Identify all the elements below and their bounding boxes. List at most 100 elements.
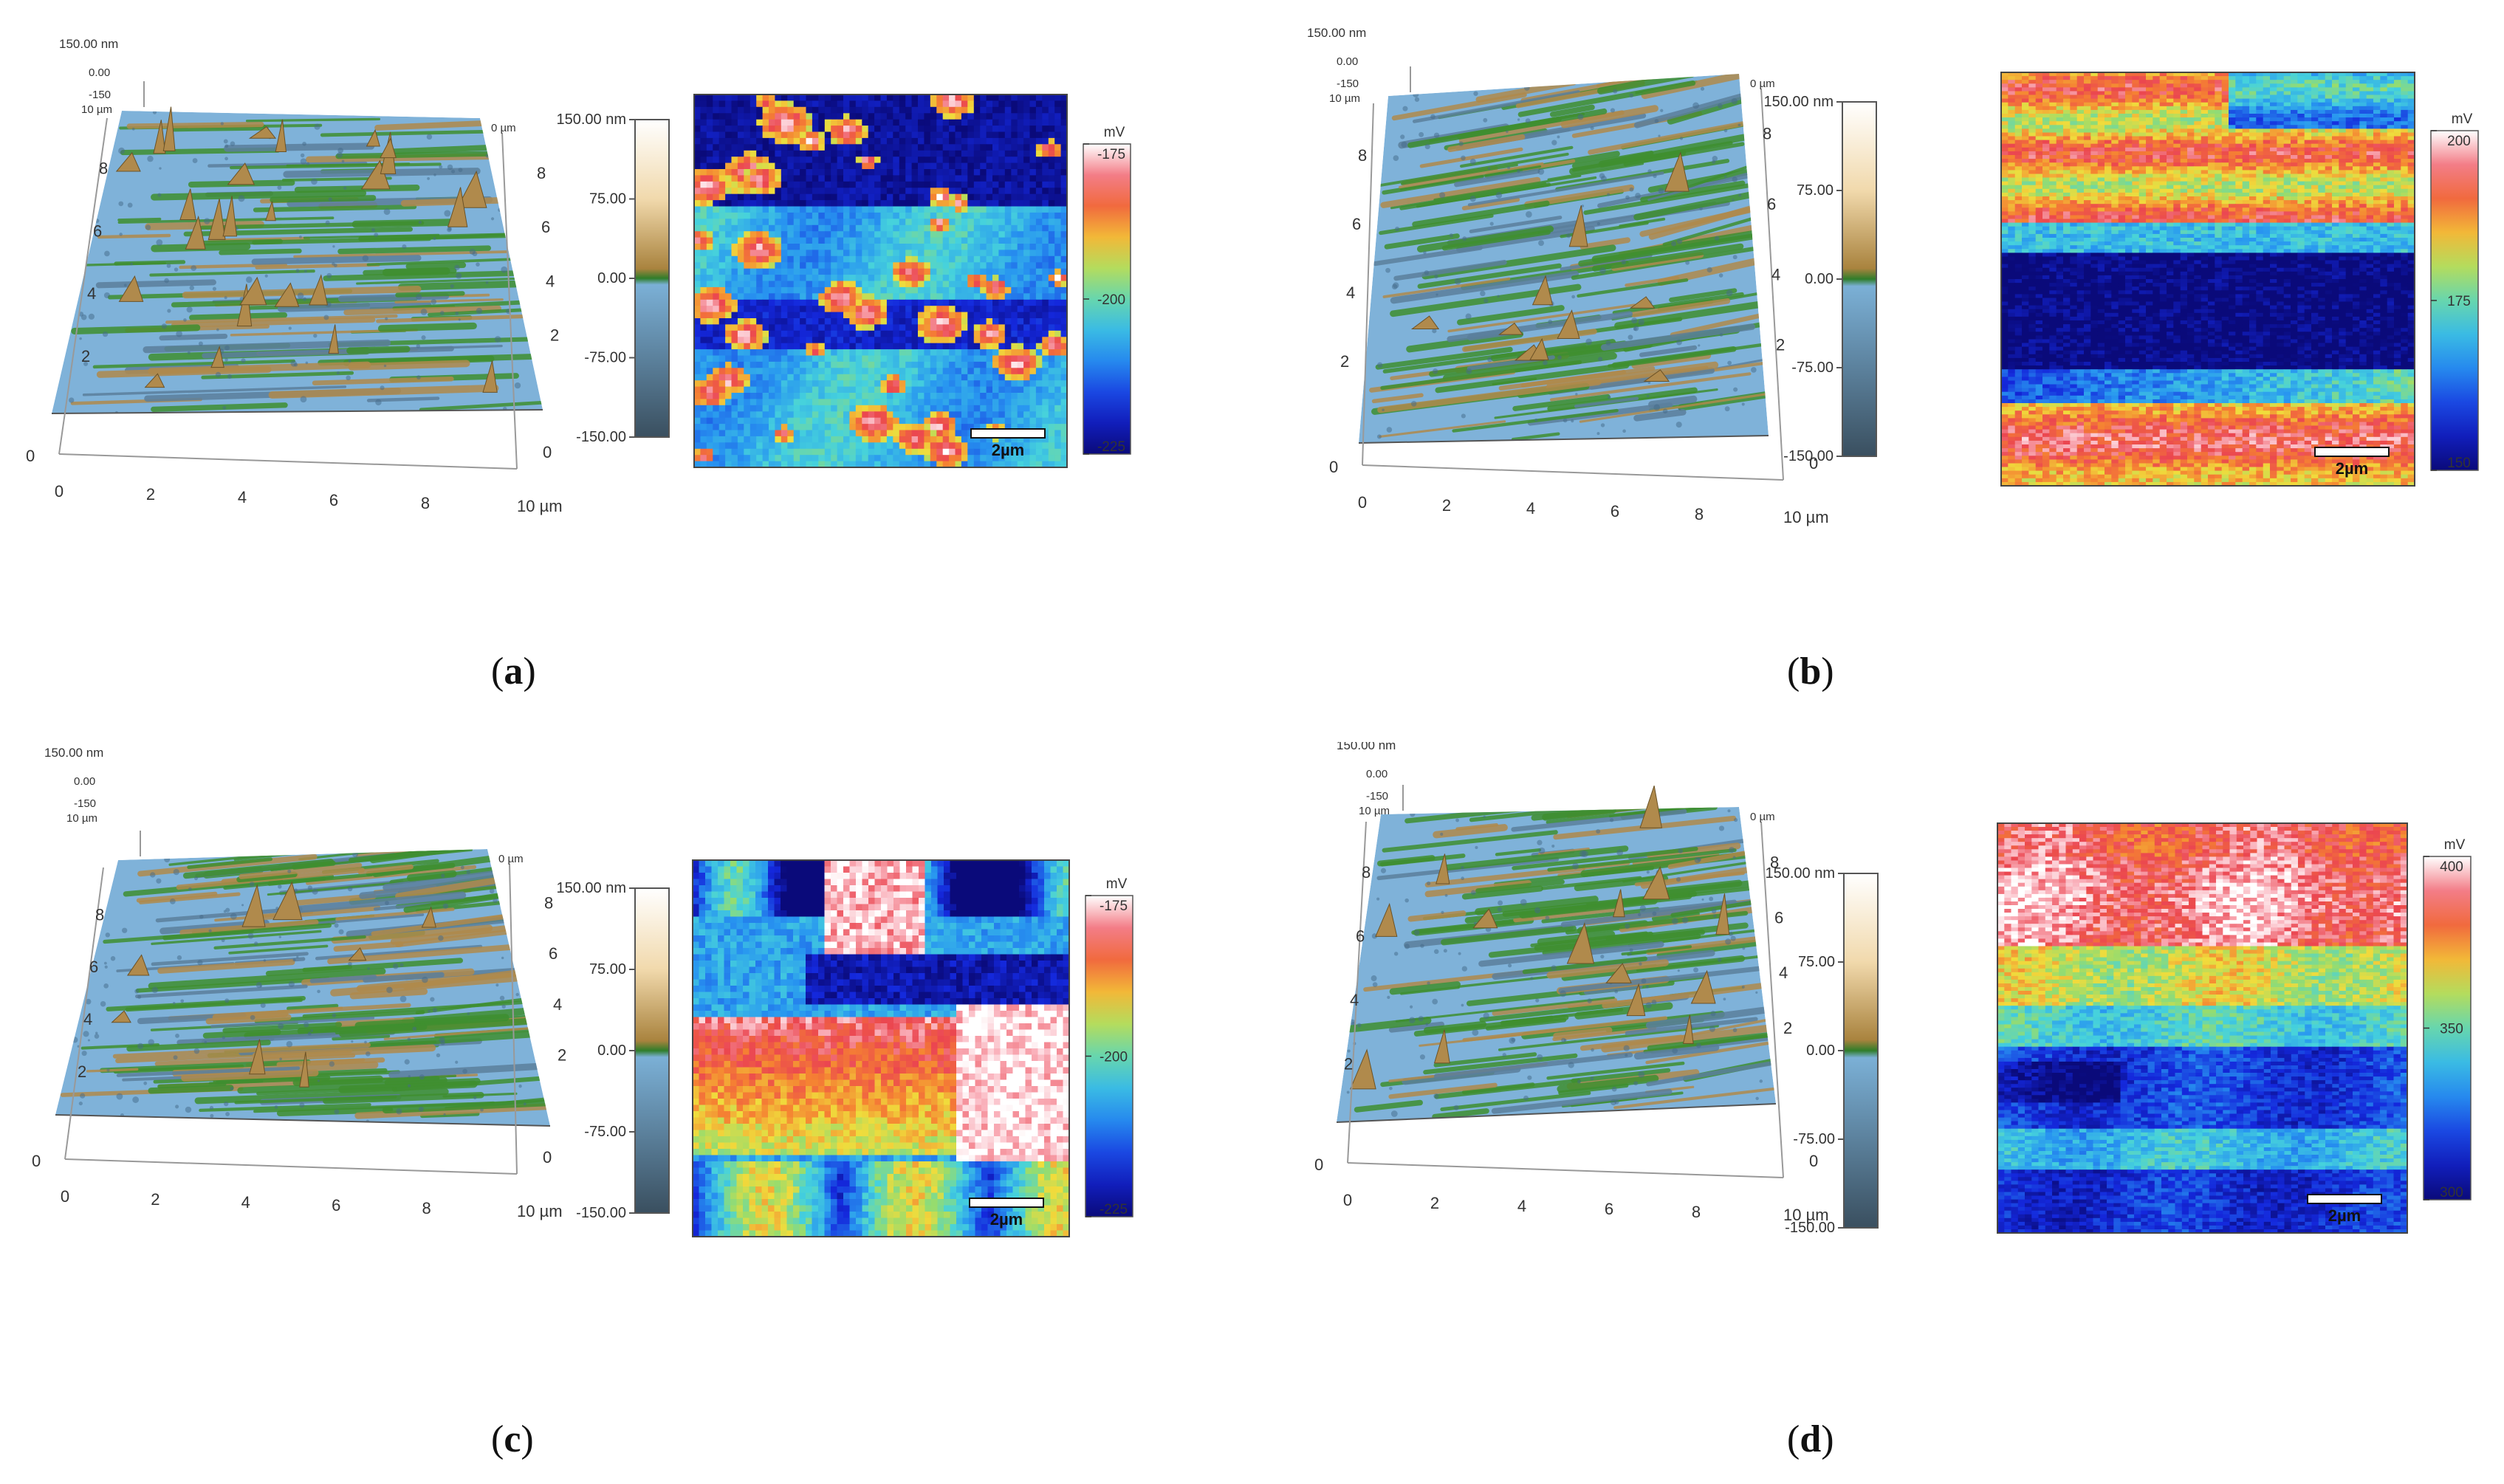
z-axis-neg-label: -150 bbox=[1366, 790, 1388, 803]
right-axis-max-label: 0 µm bbox=[498, 853, 524, 865]
height-colorbar-tick: -75.00 bbox=[1793, 1131, 1835, 1147]
potential-colorbar: mV -175 -200 -225 bbox=[1083, 125, 1131, 455]
surface-potential-map: 2µm bbox=[1997, 822, 2408, 1234]
height-colorbar-tick: 0.00 bbox=[597, 1042, 626, 1059]
x-tick-label: 8 bbox=[1695, 505, 1704, 523]
x-tick-label: 10 µm bbox=[1783, 1206, 1829, 1224]
surface-potential-map: 2µm bbox=[2000, 72, 2415, 487]
z-axis-neg-label: -150 bbox=[1337, 78, 1359, 90]
right-tick-label: 4 bbox=[1771, 265, 1780, 284]
corner-zero-left: 0 bbox=[1329, 458, 1338, 476]
scale-bar-label: 2µm bbox=[2336, 459, 2368, 478]
right-tick-label: 4 bbox=[553, 995, 562, 1014]
height-colorbar-tick: 150.00 nm bbox=[556, 111, 626, 128]
figure-panel-b: 150.00 nm 0.00 -150 10 µm 0 µm 2 4 6 8 2 4 6 8 0 2 4 6 8 1… bbox=[1252, 0, 2503, 742]
potential-unit-label: mV bbox=[2452, 111, 2473, 127]
x-tick-label: 4 bbox=[238, 488, 247, 506]
scale-bar-label: 2µm bbox=[2328, 1206, 2361, 1225]
y-tick-label: 6 bbox=[1352, 215, 1361, 233]
y-tick-label: 8 bbox=[99, 159, 108, 177]
y-tick-label: 2 bbox=[78, 1062, 86, 1081]
x-tick-label: 6 bbox=[332, 1196, 340, 1215]
height-colorbar-tick: 150.00 nm bbox=[556, 880, 626, 896]
corner-zero-left: 0 bbox=[26, 447, 35, 465]
figure-panel-c: 150.00 nm 0.00 -150 10 µm 0 µm 2 4 6 8 2 4 6 8 0 2 4 6 8 1… bbox=[0, 742, 1252, 1484]
surface-texture bbox=[52, 111, 543, 413]
y-tick-label: 4 bbox=[83, 1010, 92, 1028]
scale-bar-label: 2µm bbox=[990, 1210, 1023, 1229]
x-tick-label: 10 µm bbox=[517, 497, 563, 515]
height-colorbar-tick: -75.00 bbox=[584, 1124, 626, 1140]
right-tick-label: 2 bbox=[550, 326, 559, 345]
x-tick-label: 2 bbox=[146, 485, 155, 504]
right-tick-label: 8 bbox=[1763, 125, 1771, 143]
right-axis-max-label: 0 µm bbox=[491, 122, 516, 134]
height-colorbar-tick: 150.00 nm bbox=[1765, 865, 1835, 882]
right-tick-label: 6 bbox=[541, 218, 550, 236]
right-tick-label: 8 bbox=[537, 164, 546, 182]
potential-tick: 400 bbox=[2440, 859, 2463, 875]
height-colorbar-tick: -75.00 bbox=[584, 350, 626, 366]
right-tick-label: 2 bbox=[558, 1045, 566, 1064]
potential-colorbar: mV 400 350 300 bbox=[2423, 837, 2472, 1200]
z-axis-max-label: 150.00 nm bbox=[1337, 742, 1396, 752]
potential-tick: 175 bbox=[2447, 294, 2471, 309]
right-tick-label: 4 bbox=[546, 272, 555, 290]
y-tick-label: 6 bbox=[93, 221, 102, 240]
corner-zero-right: 0 bbox=[543, 443, 552, 461]
corner-zero-right: 0 bbox=[1809, 1152, 1818, 1170]
surface-texture bbox=[1359, 74, 1769, 443]
scale-bar bbox=[2307, 1194, 2382, 1204]
caption-c: (c) bbox=[491, 1418, 534, 1461]
y-tick-label: 6 bbox=[1356, 927, 1365, 945]
right-tick-label: 8 bbox=[544, 894, 553, 913]
surface-texture bbox=[1337, 807, 1776, 1122]
potential-unit-label: mV bbox=[2444, 837, 2466, 853]
potential-tick: 150 bbox=[2447, 456, 2471, 471]
y-tick-label: 2 bbox=[81, 347, 90, 365]
topography-3d-plot: 150.00 nm 0.00 -150 10 µm 0 µm 2 4 6 8 2 4 6 8 0 2 4 6 8 1… bbox=[26, 37, 563, 515]
height-colorbar: 150.00 nm 75.00 0.00 -75.00 -150.00 bbox=[1765, 865, 1879, 1236]
potential-tick: -225 bbox=[1100, 1202, 1128, 1217]
potential-unit-label: mV bbox=[1104, 125, 1125, 140]
x-tick-label: 0 bbox=[1358, 493, 1367, 512]
y-axis-max-label: 10 µm bbox=[81, 103, 112, 116]
surface-potential-map: 2µm bbox=[692, 859, 1070, 1237]
corner-zero-right: 0 bbox=[1809, 454, 1818, 473]
potential-tick: 350 bbox=[2440, 1022, 2463, 1037]
height-colorbar-tick: -75.00 bbox=[1791, 360, 1834, 376]
right-tick-label: 8 bbox=[1770, 853, 1779, 871]
corner-zero-right: 0 bbox=[543, 1148, 552, 1167]
x-tick-label: 8 bbox=[1692, 1203, 1701, 1221]
x-tick-label: 4 bbox=[241, 1193, 250, 1212]
x-tick-label: 0 bbox=[55, 482, 64, 501]
z-axis-max-label: 150.00 nm bbox=[59, 37, 118, 51]
right-tick-label: 2 bbox=[1783, 1019, 1792, 1037]
y-tick-label: 8 bbox=[1362, 863, 1371, 882]
potential-colorbar: mV 200 175 150 bbox=[2430, 111, 2479, 471]
x-tick-label: 2 bbox=[151, 1190, 159, 1209]
y-tick-label: 4 bbox=[1346, 284, 1355, 302]
height-colorbar-tick: -150.00 bbox=[1785, 1220, 1835, 1236]
potential-colorbar: mV -175 -200 -225 bbox=[1085, 876, 1133, 1217]
x-tick-label: 0 bbox=[1343, 1191, 1352, 1209]
right-tick-label: 6 bbox=[549, 944, 558, 963]
height-colorbar-tick: 0.00 bbox=[1806, 1042, 1835, 1059]
z-axis-max-label: 150.00 nm bbox=[1307, 26, 1366, 40]
right-tick-label: 2 bbox=[1776, 336, 1785, 354]
topography-3d-plot: 150.00 nm 0.00 -150 10 µm 0 µm 2 4 6 8 2 4 6 8 0 2 4 6 8 1… bbox=[1314, 742, 1829, 1224]
potential-tick: 300 bbox=[2440, 1185, 2463, 1200]
right-tick-label: 6 bbox=[1767, 195, 1776, 213]
z-axis-zero-label: 0.00 bbox=[1337, 55, 1358, 68]
caption-a: (a) bbox=[491, 650, 536, 693]
height-colorbar-tick: -150.00 bbox=[576, 429, 626, 445]
y-tick-label: 2 bbox=[1344, 1054, 1353, 1073]
height-colorbar-tick: 75.00 bbox=[589, 961, 626, 978]
height-colorbar-tick: 0.00 bbox=[1805, 271, 1834, 287]
x-tick-label: 6 bbox=[1605, 1200, 1613, 1218]
height-colorbar-tick: 75.00 bbox=[589, 191, 626, 207]
x-tick-label: 4 bbox=[1526, 499, 1535, 518]
